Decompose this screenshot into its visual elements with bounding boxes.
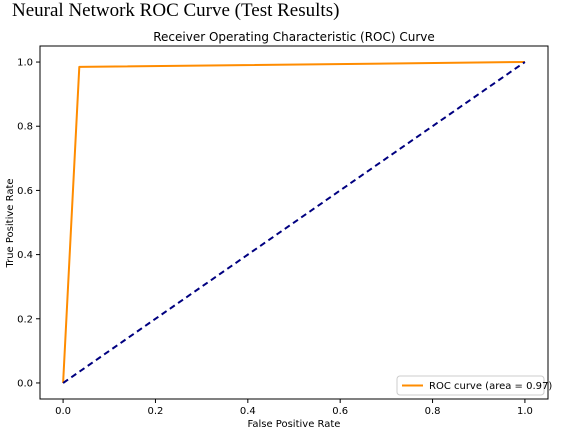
y-tick-label: 0.4 (17, 250, 33, 261)
y-axis-label: True Positive Rate (5, 178, 16, 268)
y-tick-label: 1.0 (17, 58, 33, 69)
x-tick-label: 0.8 (425, 406, 441, 417)
x-axis-ticks: 0.0 0.2 0.4 0.6 0.8 1.0 (55, 399, 533, 417)
legend-box (396, 375, 545, 396)
legend-label-roc: ROC curve (area = 0.97) (429, 381, 552, 392)
diagonal-reference-line (62, 61, 526, 384)
y-axis-ticks: 0.0 0.2 0.4 0.6 0.8 1.0 (17, 58, 40, 389)
x-tick-label: 0.2 (148, 406, 164, 417)
series-layer (62, 61, 526, 384)
y-tick-label: 0.6 (17, 186, 33, 197)
roc-curve-line (62, 61, 525, 384)
x-tick-label: 1.0 (517, 406, 533, 417)
y-tick-label: 0.8 (17, 122, 33, 133)
x-tick-label: 0.0 (55, 406, 71, 417)
page-heading: Neural Network ROC Curve (Test Results) (12, 0, 340, 21)
x-tick-label: 0.6 (332, 406, 348, 417)
chart-title: Receiver Operating Characteristic (ROC) … (153, 30, 435, 44)
y-tick-label: 0.0 (17, 378, 33, 389)
x-axis-label: False Positive Rate (248, 419, 341, 430)
x-tick-label: 0.4 (240, 406, 256, 417)
legend: ROC curve (area = 0.97) (396, 375, 552, 396)
y-tick-label: 0.2 (17, 314, 33, 325)
plot-area-frame (39, 45, 549, 400)
